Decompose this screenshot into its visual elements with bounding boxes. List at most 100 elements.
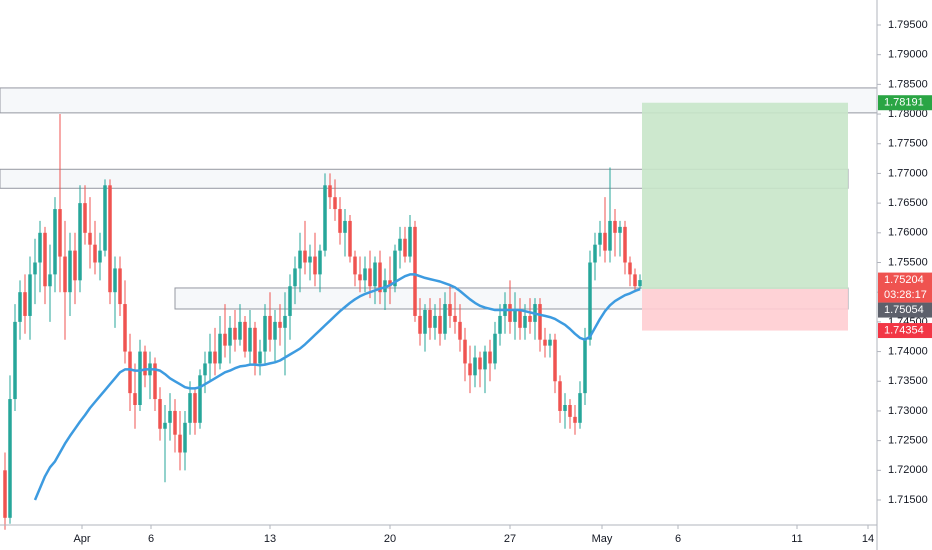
- candle-body: [218, 333, 222, 364]
- candle-body: [23, 292, 27, 316]
- candle-body: [573, 416, 577, 423]
- candle-body: [343, 220, 347, 233]
- candle-body: [308, 256, 312, 263]
- candle-body: [203, 363, 207, 376]
- candle-body: [18, 292, 22, 322]
- y-tick-label: 1.72500: [888, 435, 928, 447]
- candle-body: [113, 268, 117, 293]
- candle-body: [513, 310, 517, 322]
- loss-zone: [642, 288, 848, 331]
- candle-body: [108, 185, 112, 293]
- candle-body: [418, 315, 422, 334]
- x-tick-label: 11: [791, 533, 802, 545]
- candle-body: [128, 351, 132, 394]
- x-tick-label: 20: [384, 533, 396, 545]
- candle-body: [13, 321, 17, 400]
- candle-body: [8, 399, 12, 518]
- candle-body: [238, 321, 242, 340]
- candle-body: [193, 393, 197, 423]
- candle-body: [53, 209, 57, 275]
- candle-body: [628, 262, 632, 275]
- candle-body: [68, 250, 72, 293]
- y-tick-label: 1.73500: [888, 375, 928, 387]
- candle-body: [348, 220, 352, 257]
- candle-body: [233, 327, 237, 340]
- candle-body: [473, 357, 477, 376]
- x-tick-label: 13: [264, 533, 276, 545]
- candle-body: [458, 321, 462, 340]
- candle-body: [253, 327, 257, 364]
- candle-body: [328, 185, 332, 198]
- candle-body: [83, 203, 87, 233]
- candle-body: [563, 405, 567, 411]
- candle-body: [48, 274, 52, 287]
- x-tick-label: 14: [862, 533, 874, 545]
- candle-body: [133, 393, 137, 406]
- candle-body: [88, 232, 92, 245]
- plot: [3, 114, 642, 530]
- candle-body: [183, 422, 187, 453]
- candle-body: [278, 321, 282, 328]
- candle-body: [448, 304, 452, 316]
- candle-body: [463, 339, 467, 364]
- candle-body: [213, 351, 217, 364]
- candle-body: [188, 393, 192, 423]
- candle-body: [368, 268, 372, 287]
- candle-body: [548, 339, 552, 346]
- candle-body: [568, 405, 572, 417]
- candle-body: [543, 339, 547, 346]
- candle-body: [288, 286, 292, 316]
- candle-body: [498, 315, 502, 334]
- candle-body: [58, 209, 62, 257]
- y-tick-label: 1.77000: [888, 167, 928, 179]
- candle-body: [153, 363, 157, 400]
- candle-body: [578, 393, 582, 423]
- candle-body: [388, 280, 392, 287]
- countdown-label: 03:28:17: [884, 289, 927, 301]
- candle-body: [163, 422, 167, 429]
- candle-body: [158, 399, 162, 429]
- candle-body: [138, 351, 142, 406]
- y-tick-label: 1.78500: [888, 78, 928, 90]
- candle-body: [613, 220, 617, 233]
- candle-body: [633, 274, 637, 287]
- price-label-box: [878, 323, 932, 339]
- y-tick-label: 1.74000: [888, 345, 928, 357]
- candle-body: [413, 226, 417, 316]
- candle-body: [268, 315, 272, 340]
- candle-body: [323, 185, 327, 251]
- candle-body: [258, 351, 262, 364]
- x-tick-label: 27: [504, 533, 516, 545]
- price-label-box: [878, 302, 932, 318]
- candle-body: [298, 250, 302, 269]
- candle-body: [558, 381, 562, 411]
- candle-body: [468, 363, 472, 376]
- candle-body: [248, 327, 252, 352]
- candle-body: [178, 434, 182, 453]
- candle-body: [358, 274, 362, 281]
- y-tick-label: 1.75500: [888, 256, 928, 268]
- x-tick-label: Apr: [73, 533, 90, 545]
- candle-body: [523, 315, 527, 328]
- candle-body: [403, 238, 407, 257]
- candle-body: [443, 304, 447, 334]
- candle-body: [303, 250, 307, 263]
- candle-body: [173, 410, 177, 435]
- moving-average: [33, 273, 641, 501]
- candle-body: [638, 280, 642, 287]
- candle-body: [313, 256, 317, 275]
- candle-body: [363, 268, 367, 281]
- price-label-box: [878, 272, 932, 303]
- candle-body: [423, 310, 427, 334]
- candle-body: [33, 262, 37, 275]
- candle-body: [228, 327, 232, 346]
- price-label: 1.75054: [884, 304, 924, 316]
- candle-body: [28, 274, 32, 316]
- candle-body: [583, 339, 587, 394]
- candle-body: [293, 268, 297, 287]
- candle-body: [143, 351, 147, 376]
- axes: 1.71500 1.72000 1.72500 1.73000 1.73500 1.740…: [73, 19, 932, 545]
- candle-body: [488, 351, 492, 364]
- candle-body: [93, 244, 97, 263]
